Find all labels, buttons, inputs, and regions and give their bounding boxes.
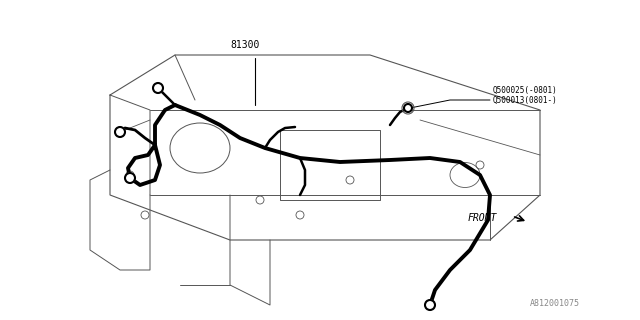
Circle shape (404, 104, 412, 112)
Circle shape (115, 127, 125, 137)
Circle shape (125, 173, 135, 183)
Text: Q500025(-0801): Q500025(-0801) (493, 86, 557, 95)
Circle shape (425, 300, 435, 310)
Text: A812001075: A812001075 (530, 299, 580, 308)
Circle shape (153, 83, 163, 93)
Text: FRONT: FRONT (468, 213, 497, 223)
Text: Q500013(0801-): Q500013(0801-) (493, 96, 557, 105)
Text: 81300: 81300 (230, 40, 260, 50)
